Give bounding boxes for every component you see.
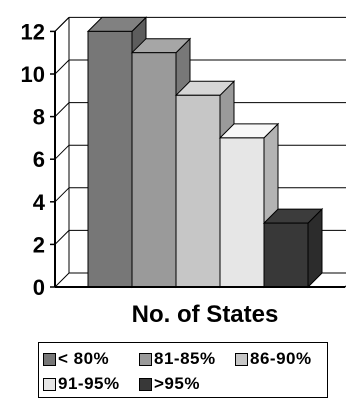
legend-swatch — [139, 378, 152, 391]
legend-label: < 80% — [58, 349, 109, 369]
y-axis-top-depth — [55, 17, 69, 31]
legend-label: 86-90% — [250, 349, 312, 369]
bar-chart: 0 2 4 6 8 10 12 No. of States — [0, 0, 346, 340]
bar — [176, 95, 220, 287]
legend-swatch — [235, 353, 248, 366]
y-tick-label: 6 — [33, 147, 45, 172]
y-tick-label: 0 — [33, 275, 45, 300]
x-axis-title: No. of States — [132, 301, 279, 328]
legend-item: >95% — [139, 374, 200, 394]
gridline-depth — [55, 103, 69, 117]
legend-swatch — [139, 353, 152, 366]
legend-swatch — [43, 378, 56, 391]
bar — [88, 31, 132, 287]
legend-item: 81-85% — [139, 349, 216, 369]
legend-item: 91-95% — [43, 374, 120, 394]
y-tick-label: 2 — [33, 232, 45, 257]
bar — [132, 53, 176, 287]
legend-swatch — [43, 353, 56, 366]
legend-label: 81-85% — [154, 349, 216, 369]
chart-legend: < 80% 81-85% 86-90% 91-95% >95% — [38, 342, 328, 398]
gridline-depth — [55, 145, 69, 159]
legend-item: < 80% — [43, 349, 109, 369]
gridline-depth — [55, 230, 69, 244]
gridline-depth — [55, 60, 69, 74]
gridline-depth — [55, 188, 69, 202]
legend-label: 91-95% — [58, 374, 120, 394]
legend-item: 86-90% — [235, 349, 312, 369]
y-tick-label: 4 — [33, 190, 46, 215]
y-tick-label: 10 — [21, 62, 45, 87]
bar — [264, 223, 308, 287]
y-tick-label: 12 — [21, 19, 45, 44]
legend-label: >95% — [154, 374, 200, 394]
bar — [220, 138, 264, 287]
y-tick-label: 8 — [33, 105, 45, 130]
